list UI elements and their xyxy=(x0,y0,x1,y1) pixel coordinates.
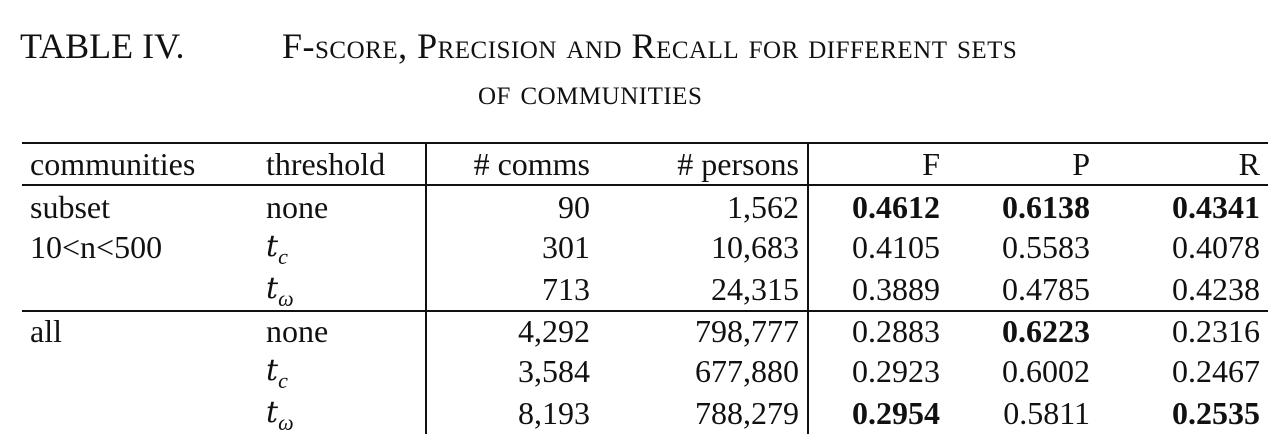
cell-p: 0.5811 xyxy=(1003,395,1090,431)
header-p: P xyxy=(1072,146,1090,182)
cell-p: 0.6223 xyxy=(1002,313,1090,349)
cell-p: 0.5583 xyxy=(1002,229,1090,265)
cell-persons: 677,880 xyxy=(598,350,809,392)
cell-r: 0.4078 xyxy=(1172,229,1260,265)
table-caption: TABLE IV. F-score, Precision and Recall … xyxy=(0,26,1274,116)
caption-title-line-1: F-score, Precision and Recall for differ… xyxy=(282,26,1018,66)
header-threshold: threshold xyxy=(258,143,427,185)
threshold-symbol: t xyxy=(266,271,279,306)
cell-threshold: none xyxy=(258,311,427,350)
caption-label: TABLE IV. xyxy=(20,26,185,66)
threshold-subscript: c xyxy=(278,368,288,393)
cell-threshold: tc xyxy=(258,226,427,269)
cell-r: 0.2316 xyxy=(1172,313,1260,349)
threshold-subscript: ω xyxy=(278,410,294,435)
header-row: communities threshold # comms # persons … xyxy=(22,143,1268,185)
cell-f: 0.4105 xyxy=(852,229,940,265)
cell-persons: 24,315 xyxy=(598,268,809,311)
cell-comms: 3,584 xyxy=(518,353,590,389)
threshold-subscript: c xyxy=(278,244,288,269)
cell-f: 0.4612 xyxy=(852,189,940,225)
cell-persons: 788,279 xyxy=(598,392,809,434)
cell-persons: 10,683 xyxy=(598,226,809,268)
table-row: 10<n<500 tc 301 10,683 0.4105 0.5583 0.4… xyxy=(22,226,1268,269)
cell-r: 0.4341 xyxy=(1172,189,1260,225)
cell-threshold: tc xyxy=(258,350,427,393)
cell-threshold: none xyxy=(258,185,427,226)
cell-communities xyxy=(22,392,258,434)
results-table: communities threshold # comms # persons … xyxy=(22,142,1268,435)
cell-threshold: tω xyxy=(258,268,427,311)
cell-communities: 10<n<500 xyxy=(30,229,163,265)
cell-p: 0.4785 xyxy=(1002,271,1090,307)
cell-persons: 1,562 xyxy=(598,185,809,226)
table-row: tω 713 24,315 0.3889 0.4785 0.4238 xyxy=(22,268,1268,311)
cell-comms: 301 xyxy=(542,229,590,265)
cell-f: 0.2883 xyxy=(852,313,940,349)
cell-p: 0.6138 xyxy=(1002,189,1090,225)
cell-comms: 8,193 xyxy=(518,395,590,431)
caption-title-line-2: of communities xyxy=(478,72,703,112)
cell-r: 0.2467 xyxy=(1172,353,1260,389)
header-comms: # comms xyxy=(473,146,590,182)
cell-f: 0.2923 xyxy=(852,353,940,389)
cell-comms: 713 xyxy=(542,271,590,307)
threshold-symbol: t xyxy=(266,229,279,264)
cell-communities: subset xyxy=(30,189,110,225)
header-persons: # persons xyxy=(598,143,809,185)
table-row: all none 4,292 798,777 0.2883 0.6223 0.2… xyxy=(22,311,1268,350)
cell-p: 0.6002 xyxy=(1002,353,1090,389)
threshold-symbol: t xyxy=(266,395,279,430)
cell-f: 0.3889 xyxy=(852,271,940,307)
cell-comms: 90 xyxy=(558,189,590,225)
cell-r: 0.4238 xyxy=(1172,271,1260,307)
threshold-subscript: ω xyxy=(278,286,294,311)
table-row: subset none 90 1,562 0.4612 0.6138 0.434… xyxy=(22,185,1268,226)
cell-persons: 798,777 xyxy=(598,311,809,350)
table-row: tω 8,193 788,279 0.2954 0.5811 0.2535 xyxy=(22,392,1268,435)
cell-communities xyxy=(22,268,258,311)
header-r: R xyxy=(1238,146,1260,182)
header-f: F xyxy=(922,146,940,182)
cell-r: 0.2535 xyxy=(1172,395,1260,431)
cell-comms: 4,292 xyxy=(518,313,590,349)
table-row: tc 3,584 677,880 0.2923 0.6002 0.2467 xyxy=(22,350,1268,393)
cell-f: 0.2954 xyxy=(852,395,940,431)
cell-communities: all xyxy=(30,313,62,349)
cell-communities xyxy=(22,350,258,392)
threshold-symbol: t xyxy=(266,353,279,388)
header-communities: communities xyxy=(30,146,196,182)
cell-threshold: tω xyxy=(258,392,427,435)
